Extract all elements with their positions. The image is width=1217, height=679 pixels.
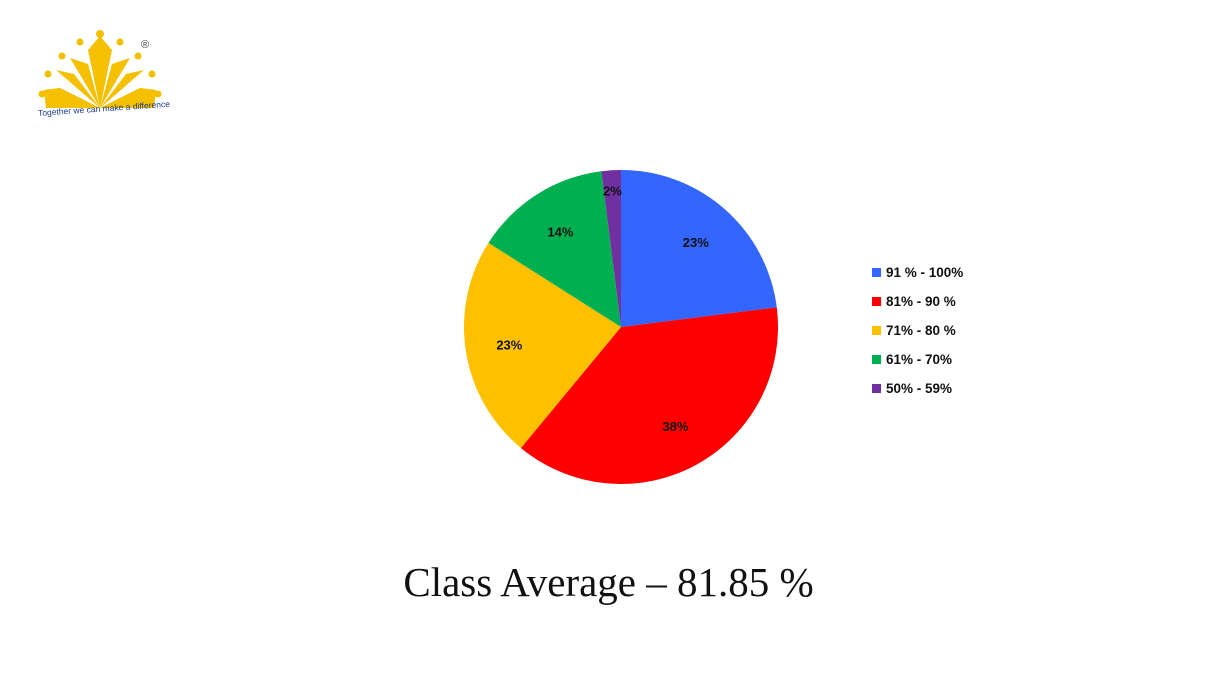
legend-label: 71% - 80 %: [886, 323, 956, 338]
slice-data-label: 23%: [496, 338, 522, 353]
slice-data-label: 14%: [547, 225, 573, 240]
slice-data-label: 38%: [662, 419, 688, 434]
legend-item: 61% - 70%: [872, 345, 963, 374]
pie-slice: [520, 307, 778, 484]
legend-swatch: [872, 326, 881, 335]
pie-chart: 23% 38% 23% 14% 2%: [464, 170, 778, 484]
sun-crown-logo-icon: [38, 30, 162, 108]
chart-legend: 91 % - 100% 81% - 90 % 71% - 80 % 61% - 70%…: [872, 258, 963, 403]
slice-data-label: 2%: [603, 184, 622, 199]
legend-label: 50% - 59%: [886, 381, 953, 396]
legend-item: 71% - 80 %: [872, 316, 963, 345]
legend-item: 50% - 59%: [872, 374, 963, 403]
legend-item: 91 % - 100%: [872, 258, 963, 287]
legend-label: 81% - 90 %: [886, 294, 956, 309]
legend-label: 91 % - 100%: [886, 265, 964, 280]
legend-swatch: [872, 297, 881, 306]
legend-swatch: [872, 268, 881, 277]
pie-slice: [601, 170, 621, 327]
class-average-title: Class Average – 81.85 %: [403, 559, 814, 605]
legend-swatch: [872, 384, 881, 393]
slice-data-label: 23%: [683, 235, 709, 250]
legend-item: 81% - 90 %: [872, 287, 963, 316]
registered-mark: ®: [141, 39, 150, 51]
legend-label: 61% - 70%: [886, 352, 953, 367]
pie-slice: [464, 242, 621, 448]
legend-swatch: [872, 355, 881, 364]
pie-slice: [621, 170, 777, 327]
pie-slice: [488, 171, 621, 327]
